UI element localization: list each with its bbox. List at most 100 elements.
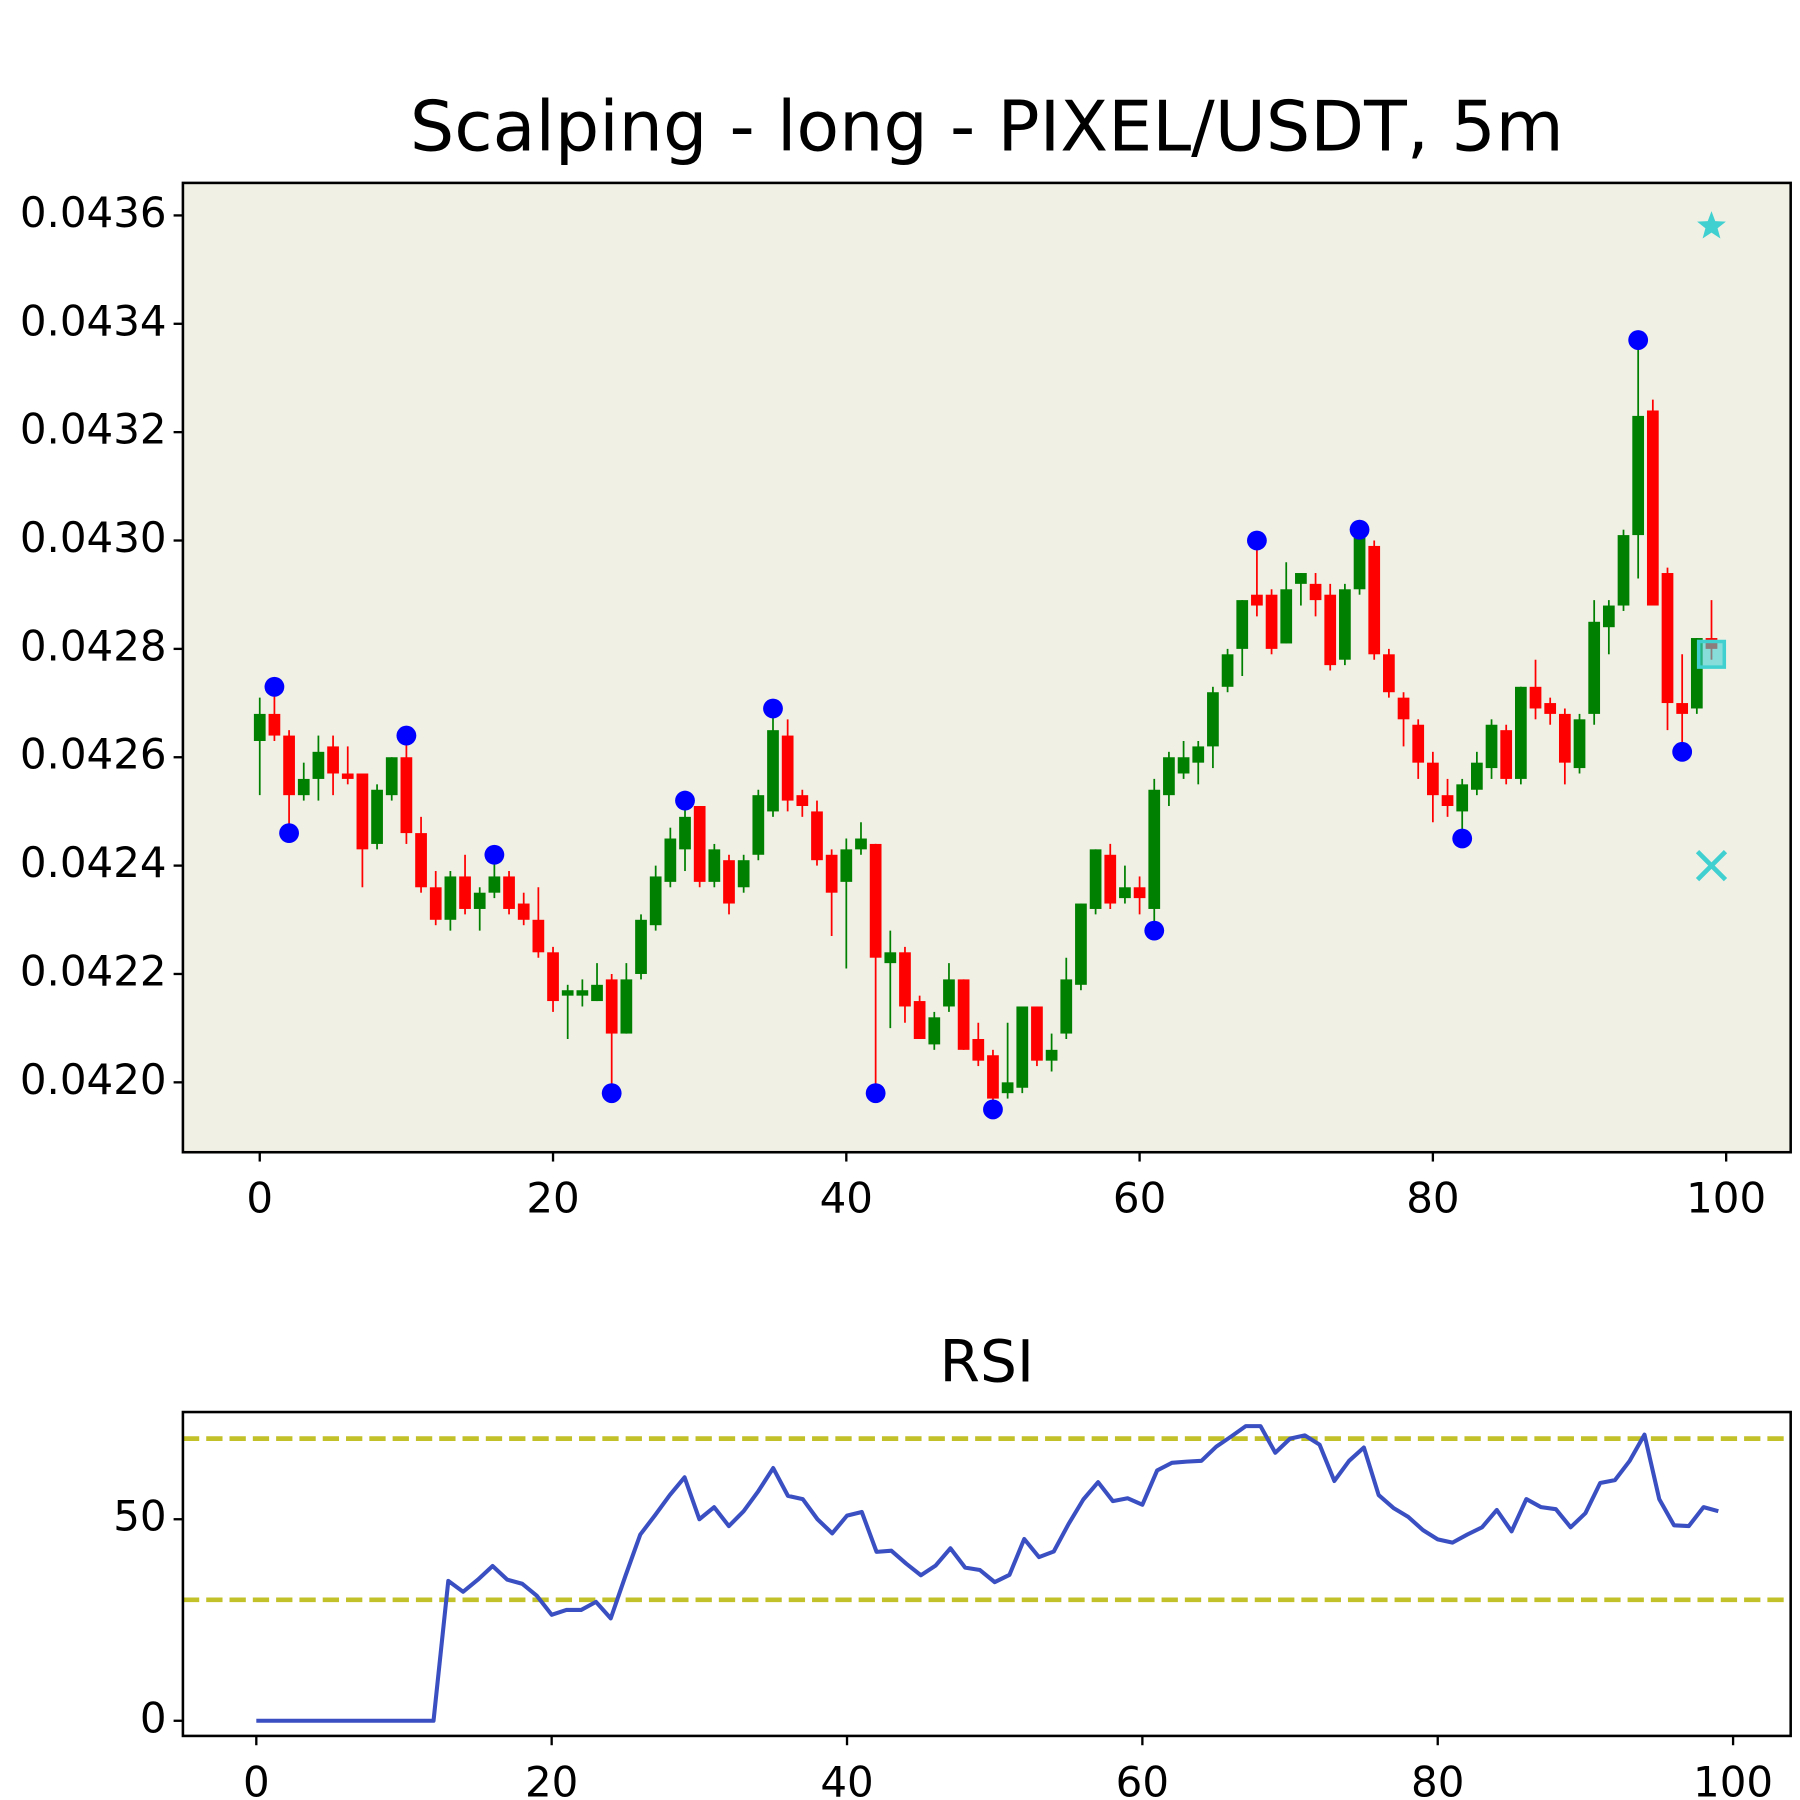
x-tick-label: 20 [525, 1757, 578, 1800]
x-tick-label: 60 [1113, 1174, 1166, 1223]
pivot-marker [264, 676, 285, 697]
y-tick-label: 0.0426 [20, 730, 167, 779]
candle-body [1485, 724, 1498, 769]
chart-title: Scalping - long - PIXEL/USDT, 5m [410, 87, 1564, 168]
candle-body [649, 876, 662, 926]
candle-body [1119, 887, 1131, 899]
candle-body [825, 854, 838, 893]
candle-body [1251, 594, 1263, 606]
candle-body [415, 833, 427, 888]
candle-body [811, 811, 823, 861]
candle-body [1324, 594, 1337, 666]
candle-body [1632, 415, 1645, 536]
candle-body [1031, 1006, 1043, 1061]
candle-body [943, 979, 955, 1007]
candle-body [913, 1001, 926, 1039]
x-tick-label: 100 [1686, 1174, 1766, 1223]
candle-body [737, 860, 750, 888]
pivot-marker [865, 1083, 886, 1104]
candle-body [488, 876, 501, 893]
x-tick-label: 0 [246, 1174, 273, 1223]
candle-body [1339, 589, 1351, 660]
candle-body [1163, 757, 1175, 796]
candle-body [1309, 583, 1322, 601]
pivot-marker [484, 844, 505, 865]
candle-body [400, 757, 413, 834]
candle-body [620, 979, 633, 1034]
candle-body [884, 952, 897, 964]
candle-body [371, 789, 383, 844]
pivot-marker [1672, 741, 1693, 762]
candle-body [693, 806, 706, 882]
target-marker [1697, 211, 1726, 239]
candle-body [312, 751, 325, 779]
rsi-line [256, 1424, 1719, 1723]
entry-marker [1696, 639, 1727, 669]
pivot-marker [983, 1099, 1003, 1120]
candle-body [1427, 762, 1439, 796]
candle-body [1573, 719, 1586, 769]
candle-body [1441, 795, 1454, 807]
candle-body [928, 1017, 941, 1045]
candle-body [517, 903, 530, 920]
pivot-marker [1628, 330, 1649, 350]
candle-body [503, 876, 515, 909]
candle-body [1514, 686, 1527, 779]
candle-body [1529, 686, 1542, 709]
candle-body [987, 1055, 999, 1099]
candle-body [561, 990, 574, 996]
candle-body [253, 713, 266, 741]
pivot-marker [601, 1083, 622, 1104]
candle-body [1646, 410, 1659, 606]
candle-body [840, 849, 853, 882]
pivot-marker [1349, 519, 1370, 540]
candle-body [444, 876, 457, 920]
pivot-marker [1144, 920, 1165, 941]
candle-body [1075, 903, 1087, 985]
candle-body [1207, 692, 1219, 747]
x-tick-label: 100 [1693, 1757, 1773, 1800]
candle-body [327, 746, 339, 774]
y-tick-label: 0.0432 [20, 405, 167, 454]
candle-body [1544, 703, 1557, 714]
candle-body [385, 757, 398, 796]
candle-body [1661, 573, 1674, 704]
candle-body [1280, 589, 1293, 644]
candle-body [1060, 979, 1073, 1034]
x-tick-label: 80 [1406, 1174, 1459, 1223]
candle-body [1397, 697, 1410, 720]
candle-body [664, 838, 677, 882]
candle-body [1353, 535, 1366, 590]
candle-body [781, 735, 794, 801]
candle-body [635, 919, 647, 974]
x-tick-label: 20 [526, 1174, 579, 1223]
stop-marker [1695, 849, 1728, 882]
candle-body [1045, 1049, 1058, 1061]
candle-body [1368, 545, 1381, 655]
candle-body [1588, 621, 1601, 714]
candle-body [1089, 849, 1102, 909]
candle-body [473, 892, 486, 909]
y-tick-label: 0.0422 [20, 946, 167, 995]
y-tick-label: 0.0428 [20, 621, 167, 670]
candle-body [1177, 757, 1190, 774]
x-tick-label: 80 [1411, 1757, 1464, 1800]
candle-body [268, 713, 281, 736]
candle-body [723, 860, 735, 904]
candle-body [576, 990, 589, 996]
y-tick-label: 0.0436 [20, 188, 167, 237]
x-tick-label: 60 [1116, 1757, 1169, 1800]
candle-body [1617, 535, 1630, 606]
pivot-marker [1247, 530, 1267, 551]
candle-body [1133, 887, 1146, 899]
candle-body [752, 795, 765, 855]
candle-body [708, 849, 721, 882]
candle-body [1456, 784, 1469, 812]
candle-body [1104, 854, 1117, 904]
candle-body [767, 730, 779, 812]
x-tick-label: 0 [243, 1757, 270, 1800]
candle-body [1192, 746, 1205, 763]
candle-body [1221, 654, 1234, 687]
